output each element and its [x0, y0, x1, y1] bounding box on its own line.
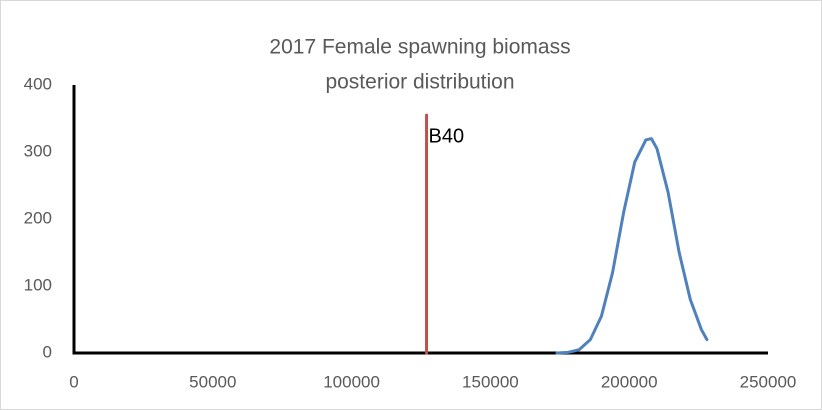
y-tick-label: 0 [43, 342, 52, 361]
line [555, 137, 709, 355]
x-tick-label: 100000 [323, 372, 380, 391]
y-tick-label: 200 [24, 208, 52, 227]
y-tick-label: 300 [24, 141, 52, 160]
y-tick-label: 100 [24, 275, 52, 294]
x-tick-label: 50000 [189, 372, 236, 391]
x-tick-label: 200000 [601, 372, 658, 391]
x-tick-label: 150000 [462, 372, 519, 391]
x-tick-label: 0 [69, 372, 78, 391]
chart-title: posterior distribution [325, 71, 514, 94]
y-tick-label: 400 [24, 74, 52, 93]
chart-title: 2017 Female spawning biomass [269, 36, 570, 59]
x-tick-label: 250000 [740, 372, 797, 391]
reference-label: B40 [429, 125, 465, 147]
